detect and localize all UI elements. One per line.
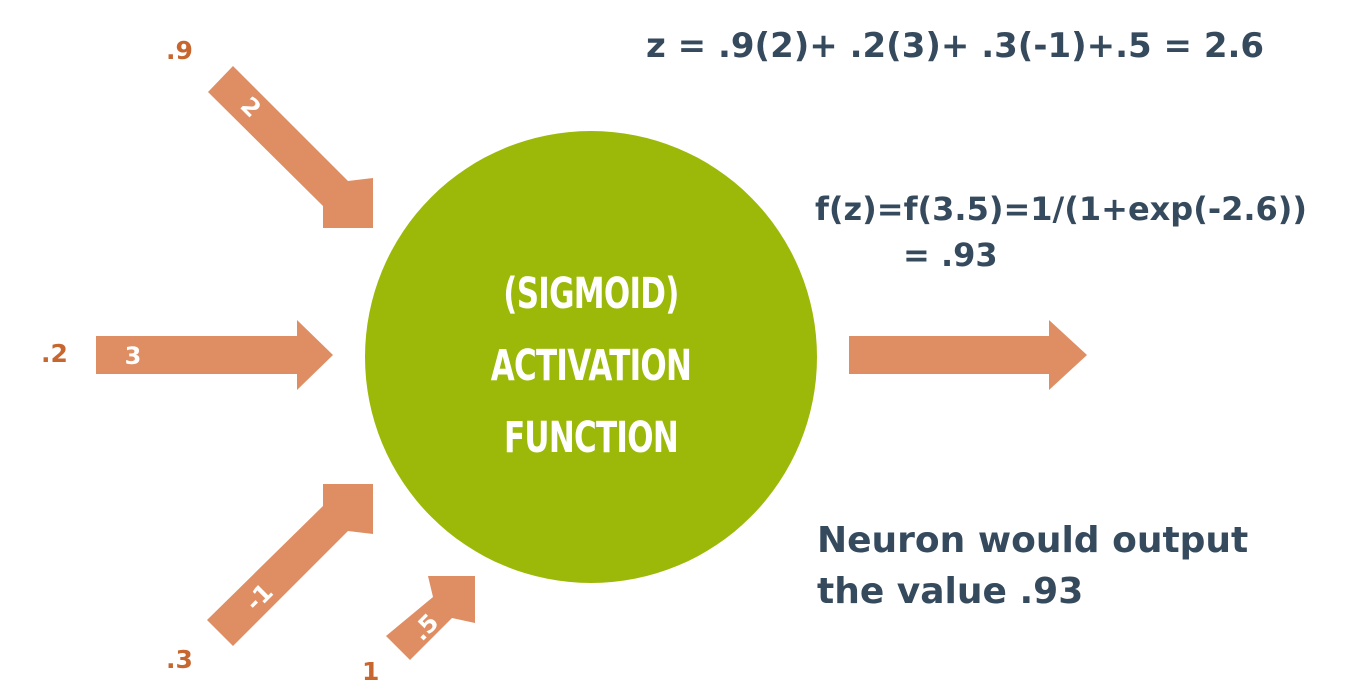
f-equation-line2: = .93 xyxy=(903,236,998,274)
weight-label-3: .3 xyxy=(166,645,193,674)
input-arrow-1 xyxy=(208,66,373,228)
input-value-2: 3 xyxy=(125,342,142,370)
input-arrow-3 xyxy=(207,484,373,646)
neuron-label-line3: FUNCTION xyxy=(503,413,679,463)
input-arrow-2 xyxy=(96,320,333,390)
weight-label-2: .2 xyxy=(41,339,68,368)
weight-label-4: 1 xyxy=(362,657,380,686)
input-arrow-4 xyxy=(386,576,475,660)
output-note-line2: the value .93 xyxy=(817,571,1084,612)
f-equation-line1: f(z)=f(3.5)=1/(1+exp(-2.6)) xyxy=(815,190,1308,228)
neuron-circle xyxy=(365,131,817,583)
weight-label-1: .9 xyxy=(166,36,193,65)
z-equation: z = .9(2)+ .2(3)+ .3(-1)+.5 = 2.6 xyxy=(646,26,1265,66)
neuron-label-line1: (SIGMOID) xyxy=(503,269,679,319)
output-arrow xyxy=(849,320,1087,390)
neuron-label-line2: ACTIVATION xyxy=(490,341,692,391)
output-note-line1: Neuron would output xyxy=(817,520,1249,561)
neuron-label: (SIGMOID) ACTIVATION FUNCTION xyxy=(429,258,753,474)
